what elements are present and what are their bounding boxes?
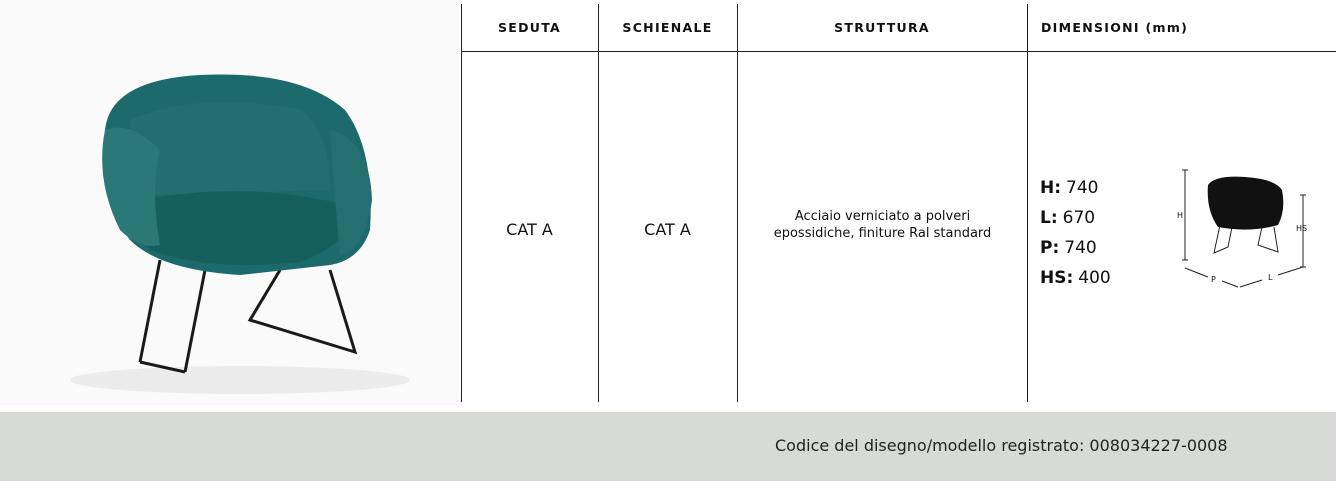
schienale-cell: CAT A: [644, 220, 691, 239]
dimension: P: 740: [1040, 238, 1097, 258]
dimension: L: 670: [1040, 208, 1095, 228]
struttura-cell: Acciaio verniciato a polveri epossidiche…: [738, 208, 1027, 242]
diagram-label: HS: [1296, 224, 1307, 233]
dimension-value: 740: [1066, 178, 1099, 198]
column-border: [598, 4, 599, 402]
column-header: DIMENSIONI (mm): [1041, 20, 1189, 35]
footer-text: Codice del disegno/modello registrato: 0…: [775, 436, 1228, 455]
header-border: [461, 51, 1336, 52]
column-header: SEDUTA: [497, 20, 562, 35]
column-border: [1027, 4, 1028, 402]
column-header: STRUTTURA: [834, 20, 930, 35]
dimension-label: L:: [1040, 208, 1058, 228]
dimension-diagram: H HS P L: [1177, 169, 1307, 288]
dimension-label: HS:: [1040, 268, 1074, 288]
seduta-cell: CAT A: [506, 220, 553, 239]
diagram-label: H: [1177, 211, 1183, 220]
text-line: epossidiche, finiture Ral standard: [773, 226, 992, 241]
product-image: [0, 0, 460, 405]
text-line: Acciaio verniciato a polveri: [794, 209, 971, 224]
diagram-label: L: [1268, 273, 1273, 282]
footer: Codice del disegno/modello registrato: 0…: [0, 412, 1336, 481]
column-header: SCHIENALE: [622, 20, 713, 35]
dimension-label: H:: [1040, 178, 1062, 198]
dimension-label: P:: [1040, 238, 1060, 258]
column-border: [737, 4, 738, 402]
diagram-label: P: [1211, 275, 1216, 284]
dimension: HS: 400: [1040, 268, 1111, 288]
dimension-value: 670: [1062, 208, 1096, 228]
dimension-value: 740: [1064, 238, 1097, 258]
dimension-value: 400: [1078, 268, 1111, 288]
dimension: H: 740: [1040, 178, 1098, 198]
column-border: [461, 4, 462, 402]
